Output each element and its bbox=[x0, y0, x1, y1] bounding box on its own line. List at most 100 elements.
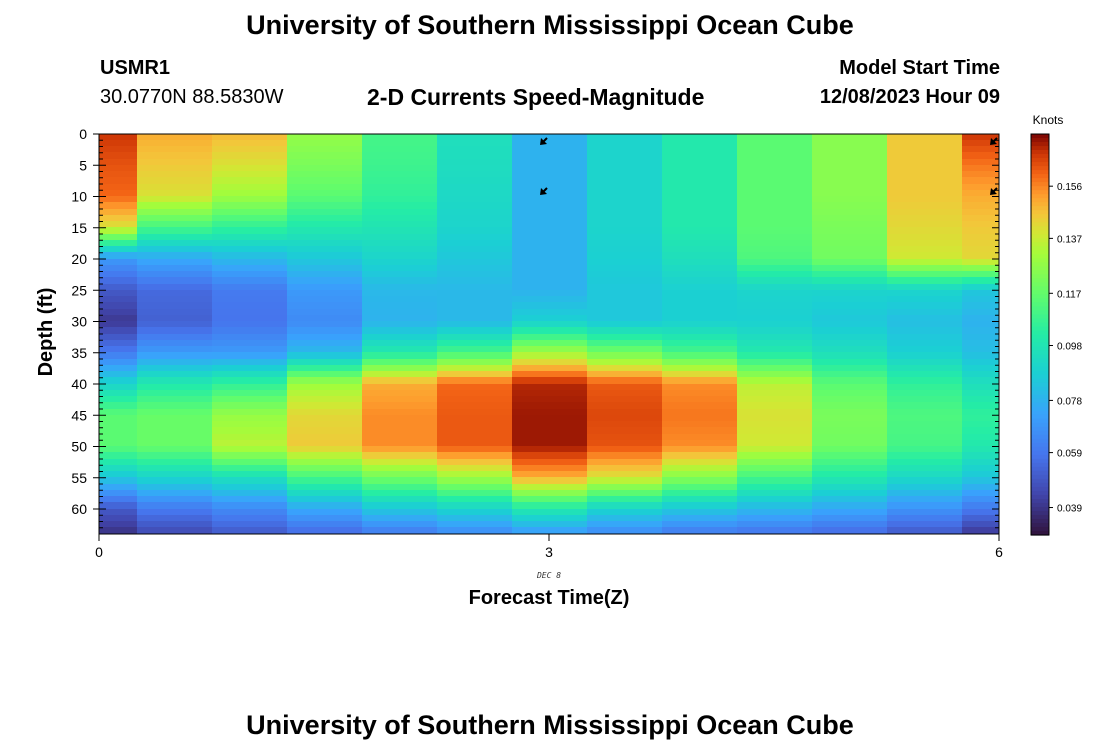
heatmap-cell bbox=[212, 209, 287, 216]
heatmap-cell bbox=[99, 377, 137, 384]
heatmap-cell bbox=[962, 490, 999, 497]
heatmap-cell bbox=[737, 221, 812, 228]
heatmap-cell bbox=[287, 377, 362, 384]
heatmap-cell bbox=[512, 302, 587, 309]
colorbar-segment bbox=[1031, 266, 1049, 271]
heatmap-cell bbox=[737, 202, 812, 209]
colorbar-segment bbox=[1031, 158, 1049, 163]
heatmap-cell bbox=[437, 284, 512, 291]
heatmap-cell bbox=[99, 165, 137, 172]
heatmap-cell bbox=[287, 365, 362, 372]
heatmap-cell bbox=[212, 234, 287, 241]
colorbar-segment bbox=[1031, 450, 1049, 456]
heatmap-cell bbox=[887, 477, 962, 484]
heatmap-cell bbox=[212, 259, 287, 266]
heatmap-cell bbox=[887, 196, 962, 203]
heatmap-cell bbox=[812, 352, 887, 359]
heatmap-cell bbox=[512, 196, 587, 203]
colorbar-segment bbox=[1031, 514, 1049, 520]
heatmap-cell bbox=[587, 321, 662, 328]
heatmap-cell bbox=[437, 146, 512, 153]
heatmap-cell bbox=[737, 309, 812, 316]
heatmap-cell bbox=[212, 296, 287, 303]
heatmap-cell bbox=[887, 271, 962, 278]
heatmap-cell bbox=[887, 265, 962, 272]
heatmap-cell bbox=[512, 396, 587, 403]
heatmap-cell bbox=[812, 440, 887, 447]
heatmap-cell bbox=[662, 134, 737, 141]
heatmap-cell bbox=[587, 471, 662, 478]
heatmap-cell bbox=[737, 396, 812, 403]
footer-title: University of Southern Mississippi Ocean… bbox=[246, 710, 854, 740]
colorbar-segment bbox=[1031, 522, 1049, 528]
heatmap-cell bbox=[137, 202, 212, 209]
heatmap-cell bbox=[99, 384, 137, 391]
heatmap-cell bbox=[437, 152, 512, 159]
heatmap-cell bbox=[962, 271, 999, 278]
heatmap-cell bbox=[99, 302, 137, 309]
heatmap-cell bbox=[737, 390, 812, 397]
heatmap-cell bbox=[437, 490, 512, 497]
heatmap-cell bbox=[287, 459, 362, 466]
colorbar-segment bbox=[1031, 518, 1049, 524]
colorbar-segment bbox=[1031, 330, 1049, 336]
heatmap-cell bbox=[137, 309, 212, 316]
colorbar-segment bbox=[1031, 326, 1049, 332]
heatmap-cell bbox=[737, 321, 812, 328]
heatmap-cell bbox=[212, 240, 287, 247]
heatmap-cell bbox=[287, 202, 362, 209]
heatmap-cell bbox=[587, 159, 662, 166]
heatmap-cell bbox=[99, 365, 137, 372]
colorbar-segment bbox=[1031, 430, 1049, 436]
heatmap-cell bbox=[287, 427, 362, 434]
heatmap-cell bbox=[99, 309, 137, 316]
colorbar-segment bbox=[1031, 166, 1049, 171]
heatmap-cell bbox=[362, 377, 437, 384]
heatmap-cell bbox=[287, 415, 362, 422]
colorbar-segment bbox=[1031, 322, 1049, 328]
heatmap-cell bbox=[287, 284, 362, 291]
colorbar-segment bbox=[1031, 466, 1049, 472]
heatmap-cell bbox=[287, 340, 362, 347]
colorbar-frame bbox=[1030, 133, 1050, 536]
heatmap-cell bbox=[287, 146, 362, 153]
heatmap-cell bbox=[587, 359, 662, 366]
heatmap-cell bbox=[99, 277, 137, 284]
heatmap-cell bbox=[662, 421, 737, 428]
heatmap-cell bbox=[212, 465, 287, 472]
heatmap-cell bbox=[737, 171, 812, 178]
heatmap-cell bbox=[962, 352, 999, 359]
colorbar-segment bbox=[1031, 254, 1049, 259]
heatmap-cell bbox=[662, 277, 737, 284]
heatmap-cell bbox=[737, 434, 812, 441]
heatmap-cell bbox=[99, 190, 137, 197]
heatmap-cell bbox=[812, 365, 887, 372]
colorbar-segment bbox=[1031, 282, 1049, 287]
heatmap-cell bbox=[512, 496, 587, 503]
heatmap-cell bbox=[212, 452, 287, 459]
heatmap-cell bbox=[137, 265, 212, 272]
heatmap-cell bbox=[362, 265, 437, 272]
heatmap-cell bbox=[812, 427, 887, 434]
colorbar-segment bbox=[1031, 274, 1049, 279]
heatmap-cell bbox=[737, 302, 812, 309]
colorbar-tick-label: 0.059 bbox=[1057, 449, 1082, 460]
colorbar-segment bbox=[1031, 178, 1049, 183]
heatmap-cell bbox=[737, 240, 812, 247]
heatmap-cell bbox=[99, 390, 137, 397]
heatmap-cell bbox=[887, 415, 962, 422]
heatmap-cell bbox=[287, 402, 362, 409]
heatmap-cell bbox=[662, 327, 737, 334]
heatmap-cell bbox=[437, 515, 512, 522]
heatmap-cell bbox=[587, 290, 662, 297]
heatmap-cell bbox=[437, 377, 512, 384]
colorbar-segment bbox=[1031, 246, 1049, 251]
heatmap-cell bbox=[737, 152, 812, 159]
heatmap-cell bbox=[737, 165, 812, 172]
heatmap-cell bbox=[512, 346, 587, 353]
heatmap-cell bbox=[662, 234, 737, 241]
heatmap-cell bbox=[99, 402, 137, 409]
heatmap-cell bbox=[137, 146, 212, 153]
heatmap-cell bbox=[512, 502, 587, 509]
heatmap-cell bbox=[137, 527, 212, 534]
